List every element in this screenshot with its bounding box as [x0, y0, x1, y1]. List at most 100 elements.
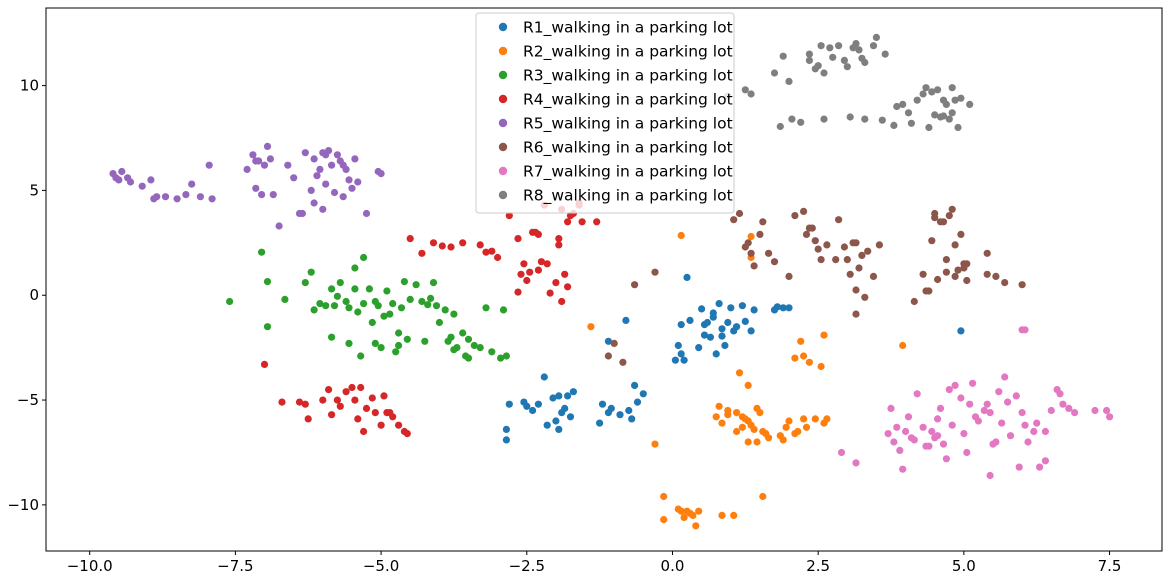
scatter-point: [939, 218, 948, 226]
scatter-point: [692, 522, 700, 530]
scatter-point: [651, 440, 659, 448]
scatter-point: [633, 398, 642, 406]
scatter-point: [115, 176, 123, 184]
scatter-point: [805, 56, 814, 64]
y-tick-label: 0: [29, 286, 39, 304]
scatter-point: [957, 94, 965, 102]
scatter-point: [625, 406, 633, 415]
scatter-point: [966, 400, 974, 408]
scatter-point: [561, 404, 569, 412]
scatter-point: [368, 318, 376, 327]
scatter-point: [1015, 463, 1023, 471]
scatter-point: [986, 471, 994, 480]
scatter-point: [785, 77, 793, 85]
scatter-point: [872, 33, 881, 42]
scatter-point: [948, 205, 956, 213]
scatter-point: [750, 262, 758, 270]
legend-box: [475, 12, 735, 214]
scatter-point: [887, 404, 895, 412]
scatter-point: [543, 421, 551, 429]
scatter-point: [494, 253, 502, 262]
scatter-point: [992, 438, 1000, 446]
x-tick-label: 5.0: [952, 557, 976, 575]
scatter-point: [412, 281, 420, 289]
scatter-point: [555, 235, 563, 243]
series-7-points: [837, 326, 1114, 480]
scatter-point: [374, 302, 382, 310]
scatter-point: [680, 513, 688, 522]
x-tick-label: −5.0: [363, 557, 399, 575]
scatter-point: [695, 507, 703, 515]
scatter-point: [622, 316, 630, 324]
scatter-point: [319, 149, 327, 157]
scatter-point: [610, 339, 618, 347]
legend-label: R7_walking in a parking lot: [523, 163, 733, 182]
scatter-point: [735, 369, 744, 377]
scatter-point: [744, 239, 752, 247]
scatter-point: [840, 56, 849, 64]
scatter-point: [852, 286, 860, 294]
scatter-point: [893, 102, 901, 111]
scatter-point: [470, 341, 478, 350]
y-tick-label: 5: [29, 181, 39, 199]
scatter-point: [837, 448, 846, 457]
scatter-point: [526, 268, 534, 276]
scatter-point: [855, 264, 863, 272]
scatter-point: [476, 241, 484, 249]
scatter-point: [939, 112, 948, 120]
scatter-point: [986, 409, 994, 417]
scatter-point: [243, 165, 251, 173]
scatter-point: [304, 415, 312, 423]
scatter-point: [718, 332, 726, 340]
scatter-point: [403, 430, 411, 438]
scatter-point: [561, 270, 569, 278]
scatter-point: [616, 411, 624, 419]
scatter-point: [846, 270, 854, 278]
scatter-point: [817, 42, 825, 50]
scatter-point: [770, 69, 779, 77]
scatter-point: [406, 235, 414, 243]
scatter-point: [354, 415, 362, 423]
scatter-point: [948, 421, 956, 429]
scatter-point: [1041, 457, 1049, 465]
scatter-point: [1041, 427, 1049, 436]
scatter-point: [765, 434, 773, 442]
scatter-point: [779, 304, 787, 312]
scatter-point: [593, 218, 601, 226]
scatter-point: [750, 425, 758, 433]
scatter-point: [447, 243, 455, 251]
scatter-point: [549, 394, 557, 402]
scatter-point: [517, 270, 525, 278]
scatter-point: [820, 331, 828, 339]
series-4-points: [260, 199, 601, 438]
scatter-point: [380, 312, 388, 320]
legend-label: R5_walking in a parking lot: [523, 115, 733, 134]
scatter-point: [447, 333, 455, 341]
scatter-point: [695, 344, 703, 352]
scatter-point: [362, 404, 371, 412]
scatter-point: [360, 253, 368, 262]
scatter-point: [759, 218, 767, 226]
scatter-point: [325, 386, 333, 394]
scatter-point: [733, 427, 741, 436]
scatter-point: [301, 279, 309, 287]
scatter-point: [208, 195, 216, 203]
scatter-point: [922, 84, 930, 92]
scatter-point: [383, 287, 391, 295]
scatter-point: [482, 304, 490, 312]
scatter-point: [805, 50, 814, 58]
scatter-point: [316, 300, 324, 308]
scatter-point: [791, 354, 799, 362]
scatter-point: [934, 86, 942, 94]
scatter-point: [1047, 406, 1055, 415]
scatter-point: [126, 178, 135, 186]
scatter-point: [263, 142, 272, 150]
scatter-point: [450, 310, 458, 318]
scatter-point: [750, 306, 758, 314]
scatter-point: [785, 272, 793, 280]
scatter-point: [188, 180, 196, 188]
scatter-point: [1065, 404, 1073, 412]
scatter-point: [424, 301, 432, 309]
scatter-point: [744, 438, 752, 446]
scatter-point: [147, 176, 155, 184]
